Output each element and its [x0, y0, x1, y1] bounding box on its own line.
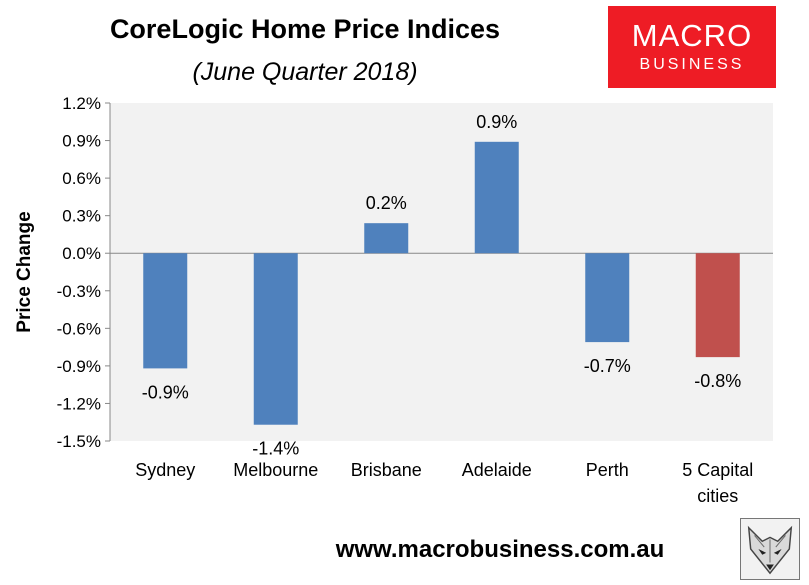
x-tick-label: Adelaide [462, 460, 532, 480]
y-tick-label: 1.2% [62, 94, 101, 113]
y-tick-label: 0.0% [62, 244, 101, 263]
data-label: -0.8% [694, 371, 741, 391]
macrobusiness-logo: MACRO BUSINESS [608, 6, 776, 88]
bar [695, 253, 740, 358]
x-tick-label: Sydney [135, 460, 195, 480]
y-tick-label: -0.3% [57, 282, 101, 301]
bars [143, 141, 740, 425]
y-tick-label: -1.5% [57, 432, 101, 451]
x-tick-label: Perth [586, 460, 629, 480]
y-tick-label: -0.9% [57, 357, 101, 376]
y-axis-ticks: 1.2% 0.9% 0.6% 0.3% 0.0% -0.3% -0.6% -0.9% -1.2%… [57, 94, 773, 451]
bar [364, 223, 409, 254]
x-axis-labels: Sydney Melbourne Brisbane Adelaide Perth 5 Ca… [135, 460, 753, 506]
chart-title: CoreLogic Home Price Indices [109, 14, 501, 44]
bar [474, 141, 519, 254]
y-tick-label: 0.3% [62, 207, 101, 226]
y-tick-label: -0.6% [57, 319, 101, 338]
x-tick-label: Melbourne [233, 460, 318, 480]
bar [585, 253, 630, 343]
y-axis-label: Price Change [14, 211, 35, 332]
bar [143, 253, 188, 369]
data-label: 0.9% [476, 112, 517, 132]
data-label: -1.4% [252, 439, 299, 459]
data-label: -0.7% [584, 356, 631, 376]
x-tick-label: cities [697, 486, 738, 506]
y-tick-label: 0.9% [62, 132, 101, 151]
chart-subtitle: (June Quarter 2018) [192, 58, 418, 86]
y-tick-label: -1.2% [57, 394, 101, 413]
footer-url: www.macrobusiness.com.au [335, 536, 665, 563]
y-tick-label: 0.6% [62, 169, 101, 188]
fox-logo-icon [740, 518, 800, 580]
data-labels: -0.9% -1.4% 0.2% 0.9% -0.7% -0.8% [142, 112, 742, 459]
logo-text-macro: MACRO [631, 18, 753, 53]
plot-area [110, 103, 773, 441]
bar [253, 253, 298, 425]
logo-text-business: BUSINESS [639, 56, 745, 73]
data-label: -0.9% [142, 382, 189, 402]
x-tick-label: 5 Capital [682, 460, 753, 480]
x-tick-label: Brisbane [351, 460, 422, 480]
data-label: 0.2% [366, 193, 407, 213]
